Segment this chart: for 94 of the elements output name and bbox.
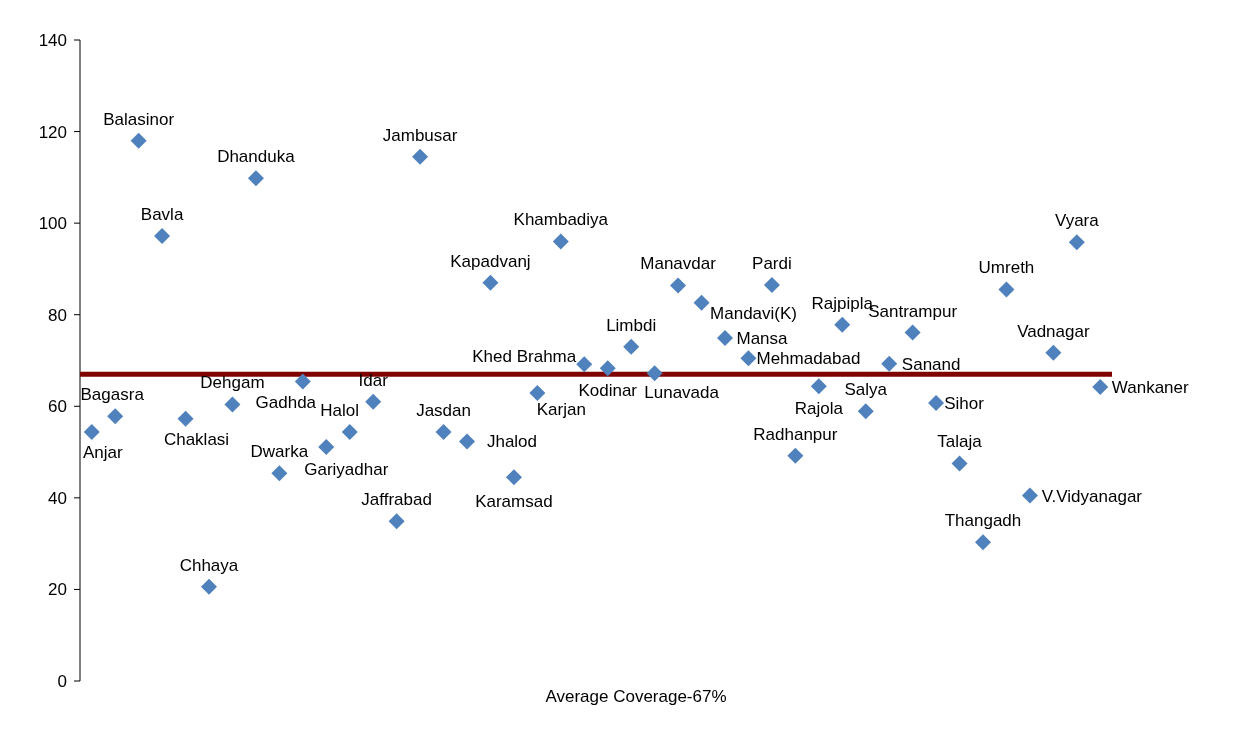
point [201,578,217,595]
point [646,365,663,382]
point [834,316,851,333]
y-tick-label: 60 [48,397,67,417]
point [975,534,991,551]
point [928,395,945,412]
point [318,439,335,456]
point [576,356,593,373]
point [271,465,288,482]
series-label: Jhalod [486,432,538,452]
y-tick-label: 40 [48,488,67,508]
series-label: Lunavada [644,383,720,403]
series-label: Dehgam [200,373,265,393]
point [529,385,546,402]
series-label: V.Vidyanagar [1041,486,1143,506]
series-label: Halol [320,400,360,420]
series-label: Sanand [901,354,961,374]
point [693,294,710,311]
series-label: Bagasra [80,385,145,405]
series-label: Kodinar [578,381,638,401]
series-label: Gariyadhar [304,459,389,479]
point [857,403,874,420]
series-label: Chhaya [179,555,239,575]
series-label: Khambadiya [513,210,609,230]
point [412,148,429,165]
series-label: Umreth [978,258,1035,278]
series-label: Thangadh [944,511,1022,531]
y-tick-label: 0 [57,671,67,691]
series-label: Manavdar [640,254,717,274]
series-label: Mansa [736,329,789,349]
point [388,513,405,530]
point [482,274,499,291]
point [83,423,100,440]
point [904,324,921,341]
series-label: Chaklasi [163,429,230,449]
series-label: Karamsad [475,492,553,512]
series-label: Vyara [1054,211,1100,231]
point [130,132,147,149]
series-label: Talaja [937,432,983,452]
y-tick-label: 20 [48,580,67,600]
y-tick-label: 80 [48,305,67,325]
series-label: Jaffrabad [361,490,432,510]
point [341,423,358,440]
series-label: Jasdan [416,400,471,420]
point [998,281,1015,298]
series-label: Rajola [794,399,844,419]
point [505,469,522,486]
series-label: Sihor [944,394,985,414]
series-label: Kapadvanj [450,251,531,271]
series-label: Vadnagar [1017,321,1090,341]
series-label: Radhanpur [753,424,838,444]
point [154,227,171,244]
series-label: Limbdi [606,315,657,335]
series-label: Wankaner [1111,378,1190,398]
point [294,373,311,390]
y-tick-label: 120 [38,122,67,142]
point [670,277,687,294]
point [1092,379,1109,396]
series-label: Khed Brahma [472,347,577,367]
point [177,410,194,427]
point [435,423,452,440]
point [224,396,241,413]
point [1021,487,1038,504]
point [247,170,264,187]
point [459,433,475,450]
series-label: Salya [844,380,888,400]
series-label: Karjan [536,399,586,419]
y-tick-label: 100 [38,214,67,234]
y-tick-label: 140 [38,30,67,50]
series-label: Anjar [82,442,123,462]
series-label: Mehmadabad [756,349,861,369]
series-label: Gadhda [255,392,317,412]
point [599,360,616,377]
series-label: Bavla [140,204,184,224]
point [1068,234,1085,251]
point [740,350,757,367]
series-label: Pardi [752,253,792,273]
point [365,393,382,410]
series-label: Dwarka [250,442,309,462]
point [810,378,827,395]
series-label: Jambusar [382,125,458,145]
point [1045,344,1062,361]
point [552,233,569,250]
point [951,455,968,472]
series-label: Mandavi(K) [710,303,798,323]
point [107,408,124,425]
x-axis-title: Average Coverage-67% [545,686,727,706]
series-label: Balasinor [103,109,175,129]
point [787,447,804,464]
point [717,330,733,347]
point [881,355,898,372]
series-label: Dhanduka [217,147,296,167]
point [623,338,640,355]
point [763,276,780,293]
